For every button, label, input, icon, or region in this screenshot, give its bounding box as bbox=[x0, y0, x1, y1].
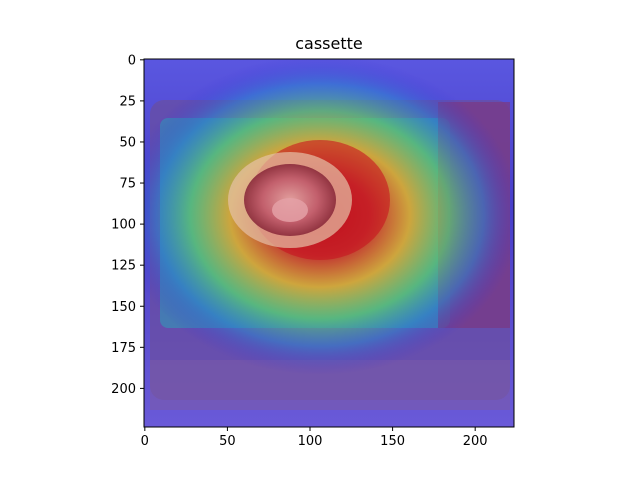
y-tick-label: 175 bbox=[111, 341, 136, 356]
axes-frame bbox=[143, 58, 515, 428]
y-tick-label: 0 bbox=[128, 53, 136, 68]
y-tick-label: 150 bbox=[111, 300, 136, 315]
burner-cap bbox=[272, 198, 308, 222]
x-axis: 0 50 100 150 200 bbox=[141, 427, 488, 449]
chart-title: cassette bbox=[295, 34, 363, 53]
x-tick-label: 200 bbox=[463, 434, 488, 449]
y-tick-label: 75 bbox=[119, 177, 136, 192]
x-tick-label: 150 bbox=[380, 434, 405, 449]
x-tick-label: 0 bbox=[141, 434, 149, 449]
y-tick-label: 100 bbox=[111, 218, 136, 233]
y-tick-label: 125 bbox=[111, 259, 136, 274]
x-tick-label: 100 bbox=[298, 434, 323, 449]
y-axis: 0 25 50 75 100 125 150 175 200 bbox=[111, 53, 144, 397]
y-tick-label: 50 bbox=[119, 135, 136, 150]
y-tick-label: 25 bbox=[119, 94, 136, 109]
x-tick-label: 50 bbox=[219, 434, 236, 449]
plot-area bbox=[144, 59, 514, 427]
y-tick-label: 200 bbox=[111, 382, 136, 397]
